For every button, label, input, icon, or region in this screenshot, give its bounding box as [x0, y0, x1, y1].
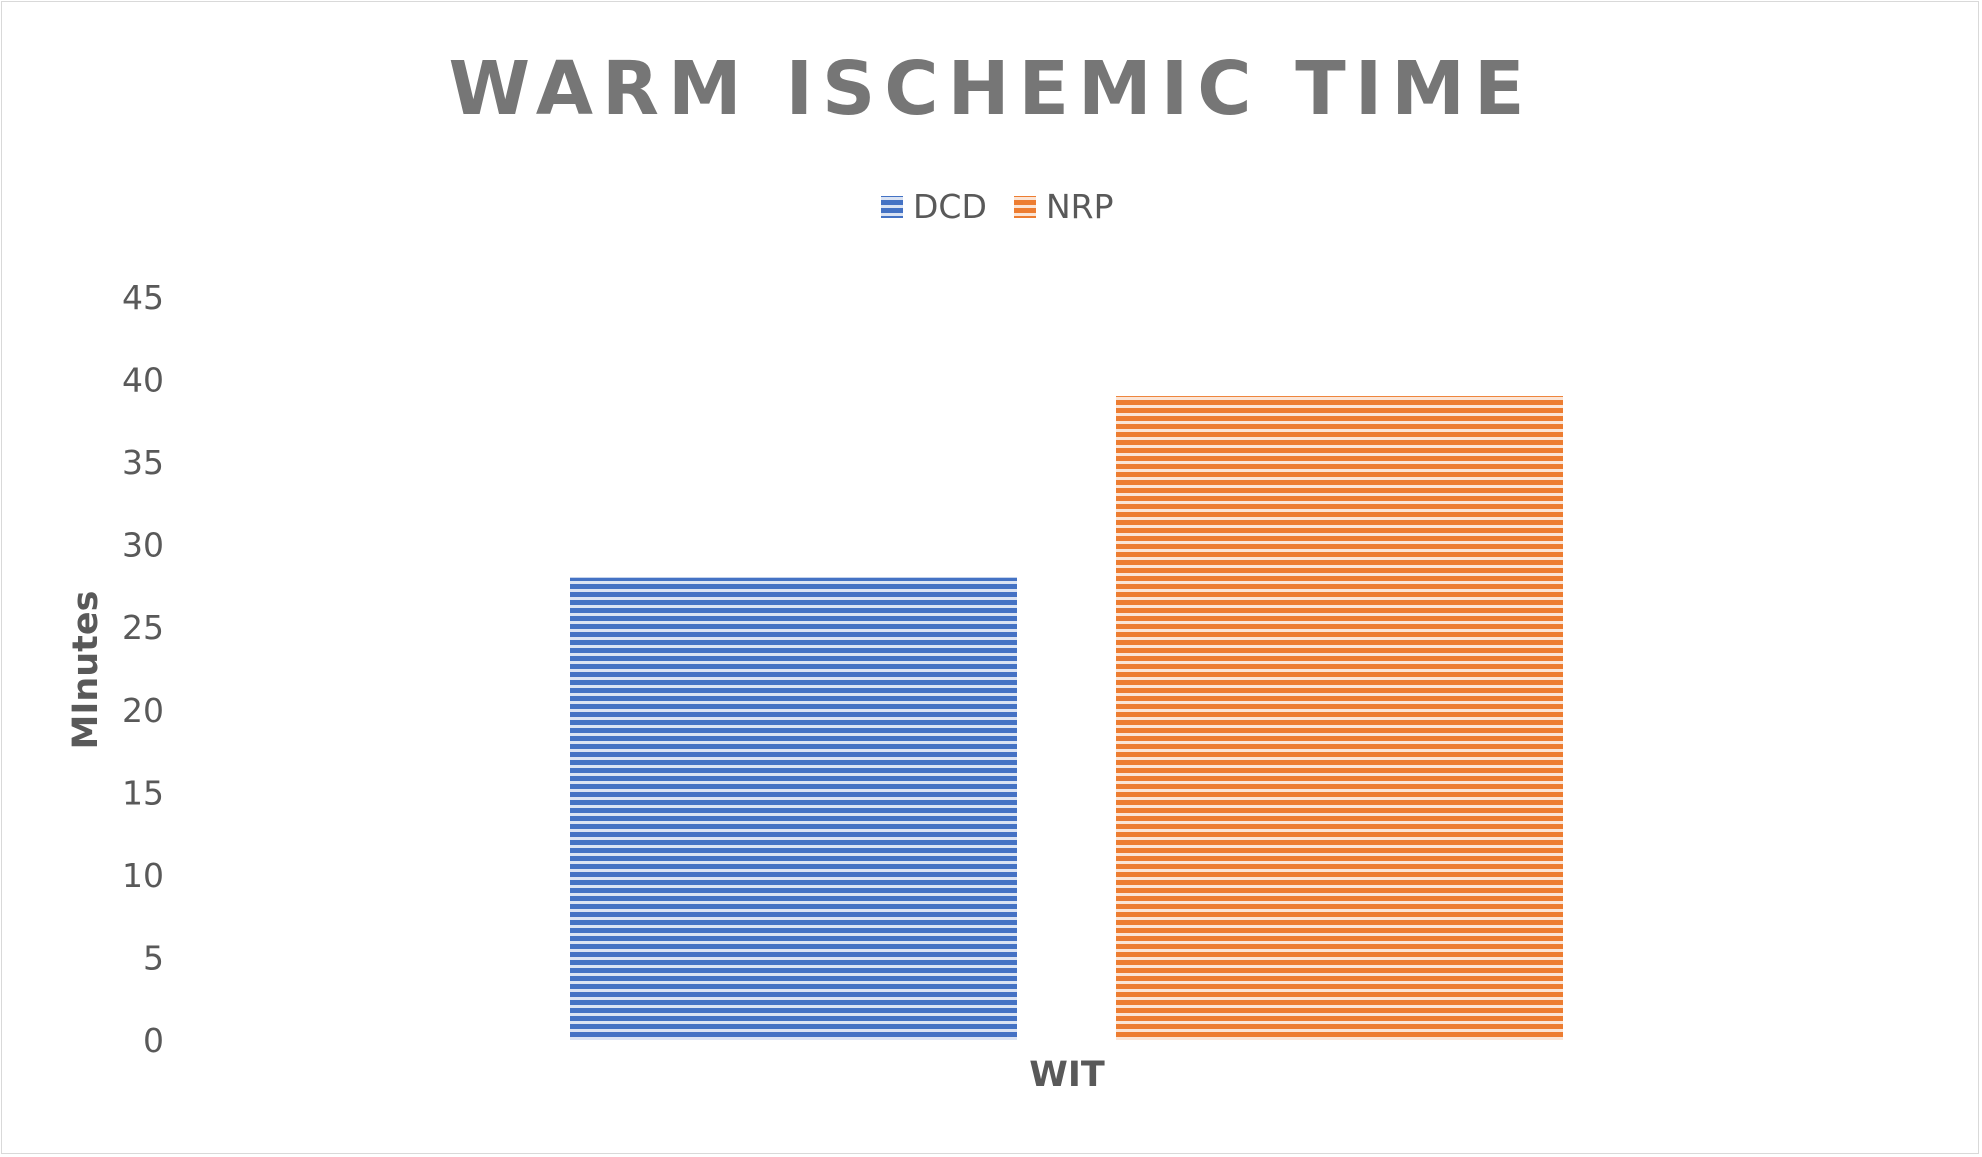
legend-label-nrp: NRP [1046, 187, 1114, 226]
chart-title: WARM ISCHEMIC TIME [448, 46, 1533, 132]
y-tick-label: 15 [122, 773, 164, 812]
y-tick-label: 5 [143, 938, 164, 977]
bars [570, 396, 1563, 1041]
legend: DCD NRP [881, 187, 1114, 226]
legend-swatch-dcd [881, 196, 903, 218]
bar-dcd [570, 577, 1017, 1040]
y-tick-label: 10 [122, 856, 164, 895]
x-category-label: WIT [1029, 1055, 1105, 1095]
bar-nrp [1116, 396, 1563, 1041]
legend-label-dcd: DCD [913, 187, 987, 226]
y-tick-label: 30 [122, 526, 164, 565]
y-tick-label: 0 [143, 1021, 164, 1060]
y-tick-label: 40 [122, 361, 164, 400]
y-axis-title: MInutes [66, 591, 106, 750]
y-tick-label: 20 [122, 691, 164, 730]
y-tick-label: 35 [122, 443, 164, 482]
y-axis-ticks: 0 5 10 15 20 25 30 35 40 45 [122, 278, 164, 1060]
y-tick-label: 25 [122, 608, 164, 647]
legend-swatch-nrp [1014, 196, 1036, 218]
y-tick-label: 45 [122, 278, 164, 317]
